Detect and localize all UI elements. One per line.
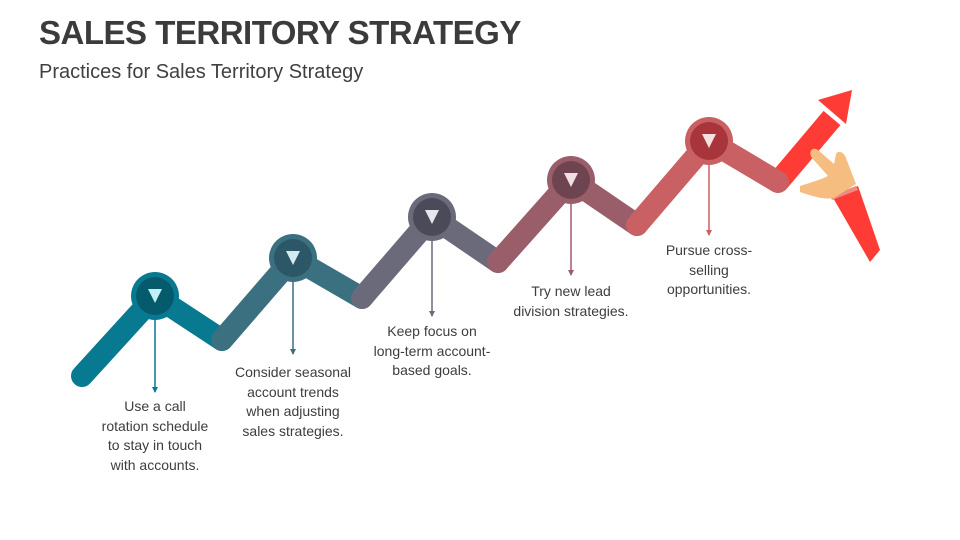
step-label-line: sales strategies. bbox=[242, 422, 344, 439]
connector-arrow-icon bbox=[290, 349, 296, 355]
step-label-line: Keep focus on bbox=[387, 323, 477, 339]
page-subtitle: Practices for Sales Territory Strategy bbox=[39, 61, 364, 83]
connector-arrow-icon bbox=[429, 311, 435, 317]
step-label-line: to stay in touch bbox=[107, 437, 203, 453]
step-label-line: Try new lead bbox=[531, 283, 611, 299]
step-label-1: Use a call rotation schedule to stay in to… bbox=[70, 397, 240, 475]
step-label-4: Try new lead division strategies. bbox=[486, 282, 656, 321]
step-label-line: account trends bbox=[247, 383, 339, 400]
step-label-2: Consider seasonal account trends when adju… bbox=[208, 363, 378, 441]
triangle-down-icon bbox=[702, 134, 716, 148]
step-label-line: opportunities. bbox=[666, 281, 752, 297]
connector-arrow-icon bbox=[152, 387, 158, 393]
step-label-line: rotation schedule bbox=[101, 417, 209, 434]
step-label-line: division strategies. bbox=[513, 302, 629, 319]
triangle-down-icon bbox=[286, 251, 300, 265]
step-label-line: long-term account- bbox=[373, 342, 491, 359]
connector-arrow-icon bbox=[568, 270, 574, 276]
triangle-down-icon bbox=[564, 173, 578, 187]
step-label-line: selling bbox=[689, 261, 729, 278]
cuff bbox=[830, 186, 858, 200]
step-label-line: with accounts. bbox=[110, 456, 200, 473]
triangle-down-icon bbox=[148, 289, 162, 303]
step-label-5: Pursue cross-selling opportunities. bbox=[624, 241, 794, 300]
step-label-line: Pursue cross- bbox=[665, 242, 753, 258]
step-label-line: Consider seasonal bbox=[235, 364, 351, 380]
step-label-line: based goals. bbox=[392, 362, 472, 378]
step-label-line: when adjusting bbox=[246, 403, 340, 419]
step-label-3: Keep focus on long-term account-based goa… bbox=[347, 322, 517, 381]
pointing-hand-icon bbox=[800, 148, 856, 199]
connector-arrow-icon bbox=[706, 230, 712, 236]
page-title: SALES TERRITORY STRATEGY bbox=[39, 14, 521, 51]
growth-arrow-head-icon bbox=[818, 90, 852, 124]
step-label-line: Use a call bbox=[124, 398, 186, 414]
triangle-down-icon bbox=[425, 210, 439, 224]
growth-arrow-shaft bbox=[769, 110, 841, 190]
sleeve bbox=[832, 186, 880, 262]
